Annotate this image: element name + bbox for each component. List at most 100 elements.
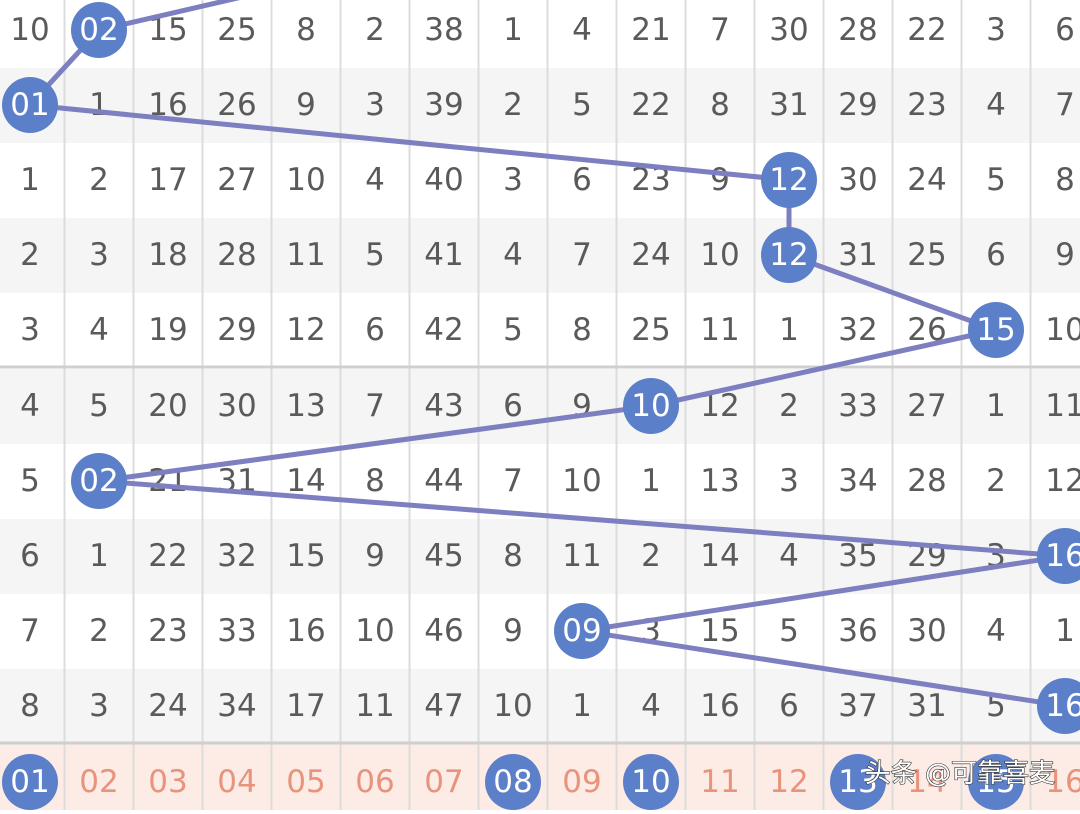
- cell-number: 2: [89, 162, 109, 198]
- ball: [761, 152, 817, 208]
- cell-number: 8: [710, 87, 730, 123]
- cell-number: 03: [148, 764, 187, 800]
- cell-number: 2: [20, 237, 40, 273]
- cell-number: 1: [572, 688, 592, 724]
- cell-number: 23: [148, 613, 187, 649]
- cell-number: 11: [1045, 388, 1080, 424]
- cell-number: 4: [986, 613, 1006, 649]
- cell-number: 30: [769, 12, 808, 48]
- cell-number: 6: [779, 688, 799, 724]
- cell-number: 04: [217, 764, 256, 800]
- cell-number: 46: [424, 613, 463, 649]
- ball-number: 12: [769, 162, 808, 198]
- cell-number: 17: [148, 162, 187, 198]
- cell-number: 6: [365, 312, 385, 348]
- cell-number: 43: [424, 388, 463, 424]
- cell-number: 05: [286, 764, 325, 800]
- cell-number: 1: [503, 12, 523, 48]
- cell-number: 17: [286, 688, 325, 724]
- cell-number: 14: [907, 764, 946, 800]
- cell-number: 8: [1055, 162, 1075, 198]
- cell-number: 40: [424, 162, 463, 198]
- cell-number: 41: [424, 237, 463, 273]
- cell-number: 6: [503, 388, 523, 424]
- cell-number: 7: [20, 613, 40, 649]
- ball: [2, 754, 58, 810]
- row-band: [0, 218, 1080, 293]
- cell-number: 2: [779, 388, 799, 424]
- cell-number: 31: [838, 237, 877, 273]
- cell-number: 27: [217, 162, 256, 198]
- cell-number: 28: [217, 237, 256, 273]
- cell-number: 24: [148, 688, 187, 724]
- cell-number: 31: [769, 87, 808, 123]
- cell-number: 1: [89, 538, 109, 574]
- cell-number: 11: [562, 538, 601, 574]
- cell-number: 3: [779, 463, 799, 499]
- cell-number: 5: [365, 237, 385, 273]
- cell-number: 44: [424, 463, 463, 499]
- row-band: [0, 369, 1080, 444]
- cell-number: 10: [355, 613, 394, 649]
- ball-number: 12: [769, 237, 808, 273]
- cell-number: 14: [700, 538, 739, 574]
- cell-number: 3: [89, 237, 109, 273]
- cell-number: 26: [217, 87, 256, 123]
- ball: [485, 754, 541, 810]
- cell-number: 9: [1055, 237, 1075, 273]
- cell-number: 10: [10, 12, 49, 48]
- cell-number: 5: [503, 312, 523, 348]
- cell-number: 8: [365, 463, 385, 499]
- cell-number: 2: [503, 87, 523, 123]
- cell-number: 8: [572, 312, 592, 348]
- cell-number: 18: [148, 237, 187, 273]
- cell-number: 3: [20, 312, 40, 348]
- ball: [554, 603, 610, 659]
- cell-number: 06: [355, 764, 394, 800]
- cell-number: 10: [700, 237, 739, 273]
- cell-number: 1: [1055, 613, 1075, 649]
- cell-number: 47: [424, 688, 463, 724]
- cell-number: 21: [631, 12, 670, 48]
- cell-number: 16: [700, 688, 739, 724]
- cell-number: 1: [779, 312, 799, 348]
- ball: [761, 227, 817, 283]
- cell-number: 9: [365, 538, 385, 574]
- ball: [968, 754, 1024, 810]
- cell-number: 2: [89, 613, 109, 649]
- ball-number: 13: [838, 764, 877, 800]
- cell-number: 33: [217, 613, 256, 649]
- cell-number: 2: [641, 538, 661, 574]
- cell-number: 34: [217, 688, 256, 724]
- cell-number: 8: [503, 538, 523, 574]
- cell-number: 19: [148, 312, 187, 348]
- cell-number: 39: [424, 87, 463, 123]
- cell-number: 1: [986, 388, 1006, 424]
- cell-number: 07: [424, 764, 463, 800]
- cell-number: 10: [493, 688, 532, 724]
- cell-number: 36: [838, 613, 877, 649]
- cell-number: 11: [700, 764, 739, 800]
- cell-number: 1: [89, 87, 109, 123]
- cell-number: 4: [503, 237, 523, 273]
- cell-number: 11: [700, 312, 739, 348]
- cell-number: 1: [641, 463, 661, 499]
- ball-number: 09: [562, 613, 601, 649]
- cell-number: 38: [424, 12, 463, 48]
- cell-number: 33: [838, 388, 877, 424]
- cell-number: 02: [79, 764, 118, 800]
- ball: [968, 302, 1024, 358]
- cell-number: 24: [631, 237, 670, 273]
- cell-number: 15: [286, 538, 325, 574]
- ball-number: 02: [79, 463, 118, 499]
- cell-number: 22: [631, 87, 670, 123]
- cell-number: 13: [286, 388, 325, 424]
- cell-number: 6: [1055, 12, 1075, 48]
- cell-number: 7: [503, 463, 523, 499]
- cell-number: 4: [779, 538, 799, 574]
- cell-number: 12: [769, 764, 808, 800]
- cell-number: 34: [838, 463, 877, 499]
- cell-number: 37: [838, 688, 877, 724]
- cell-number: 29: [217, 312, 256, 348]
- ball: [623, 754, 679, 810]
